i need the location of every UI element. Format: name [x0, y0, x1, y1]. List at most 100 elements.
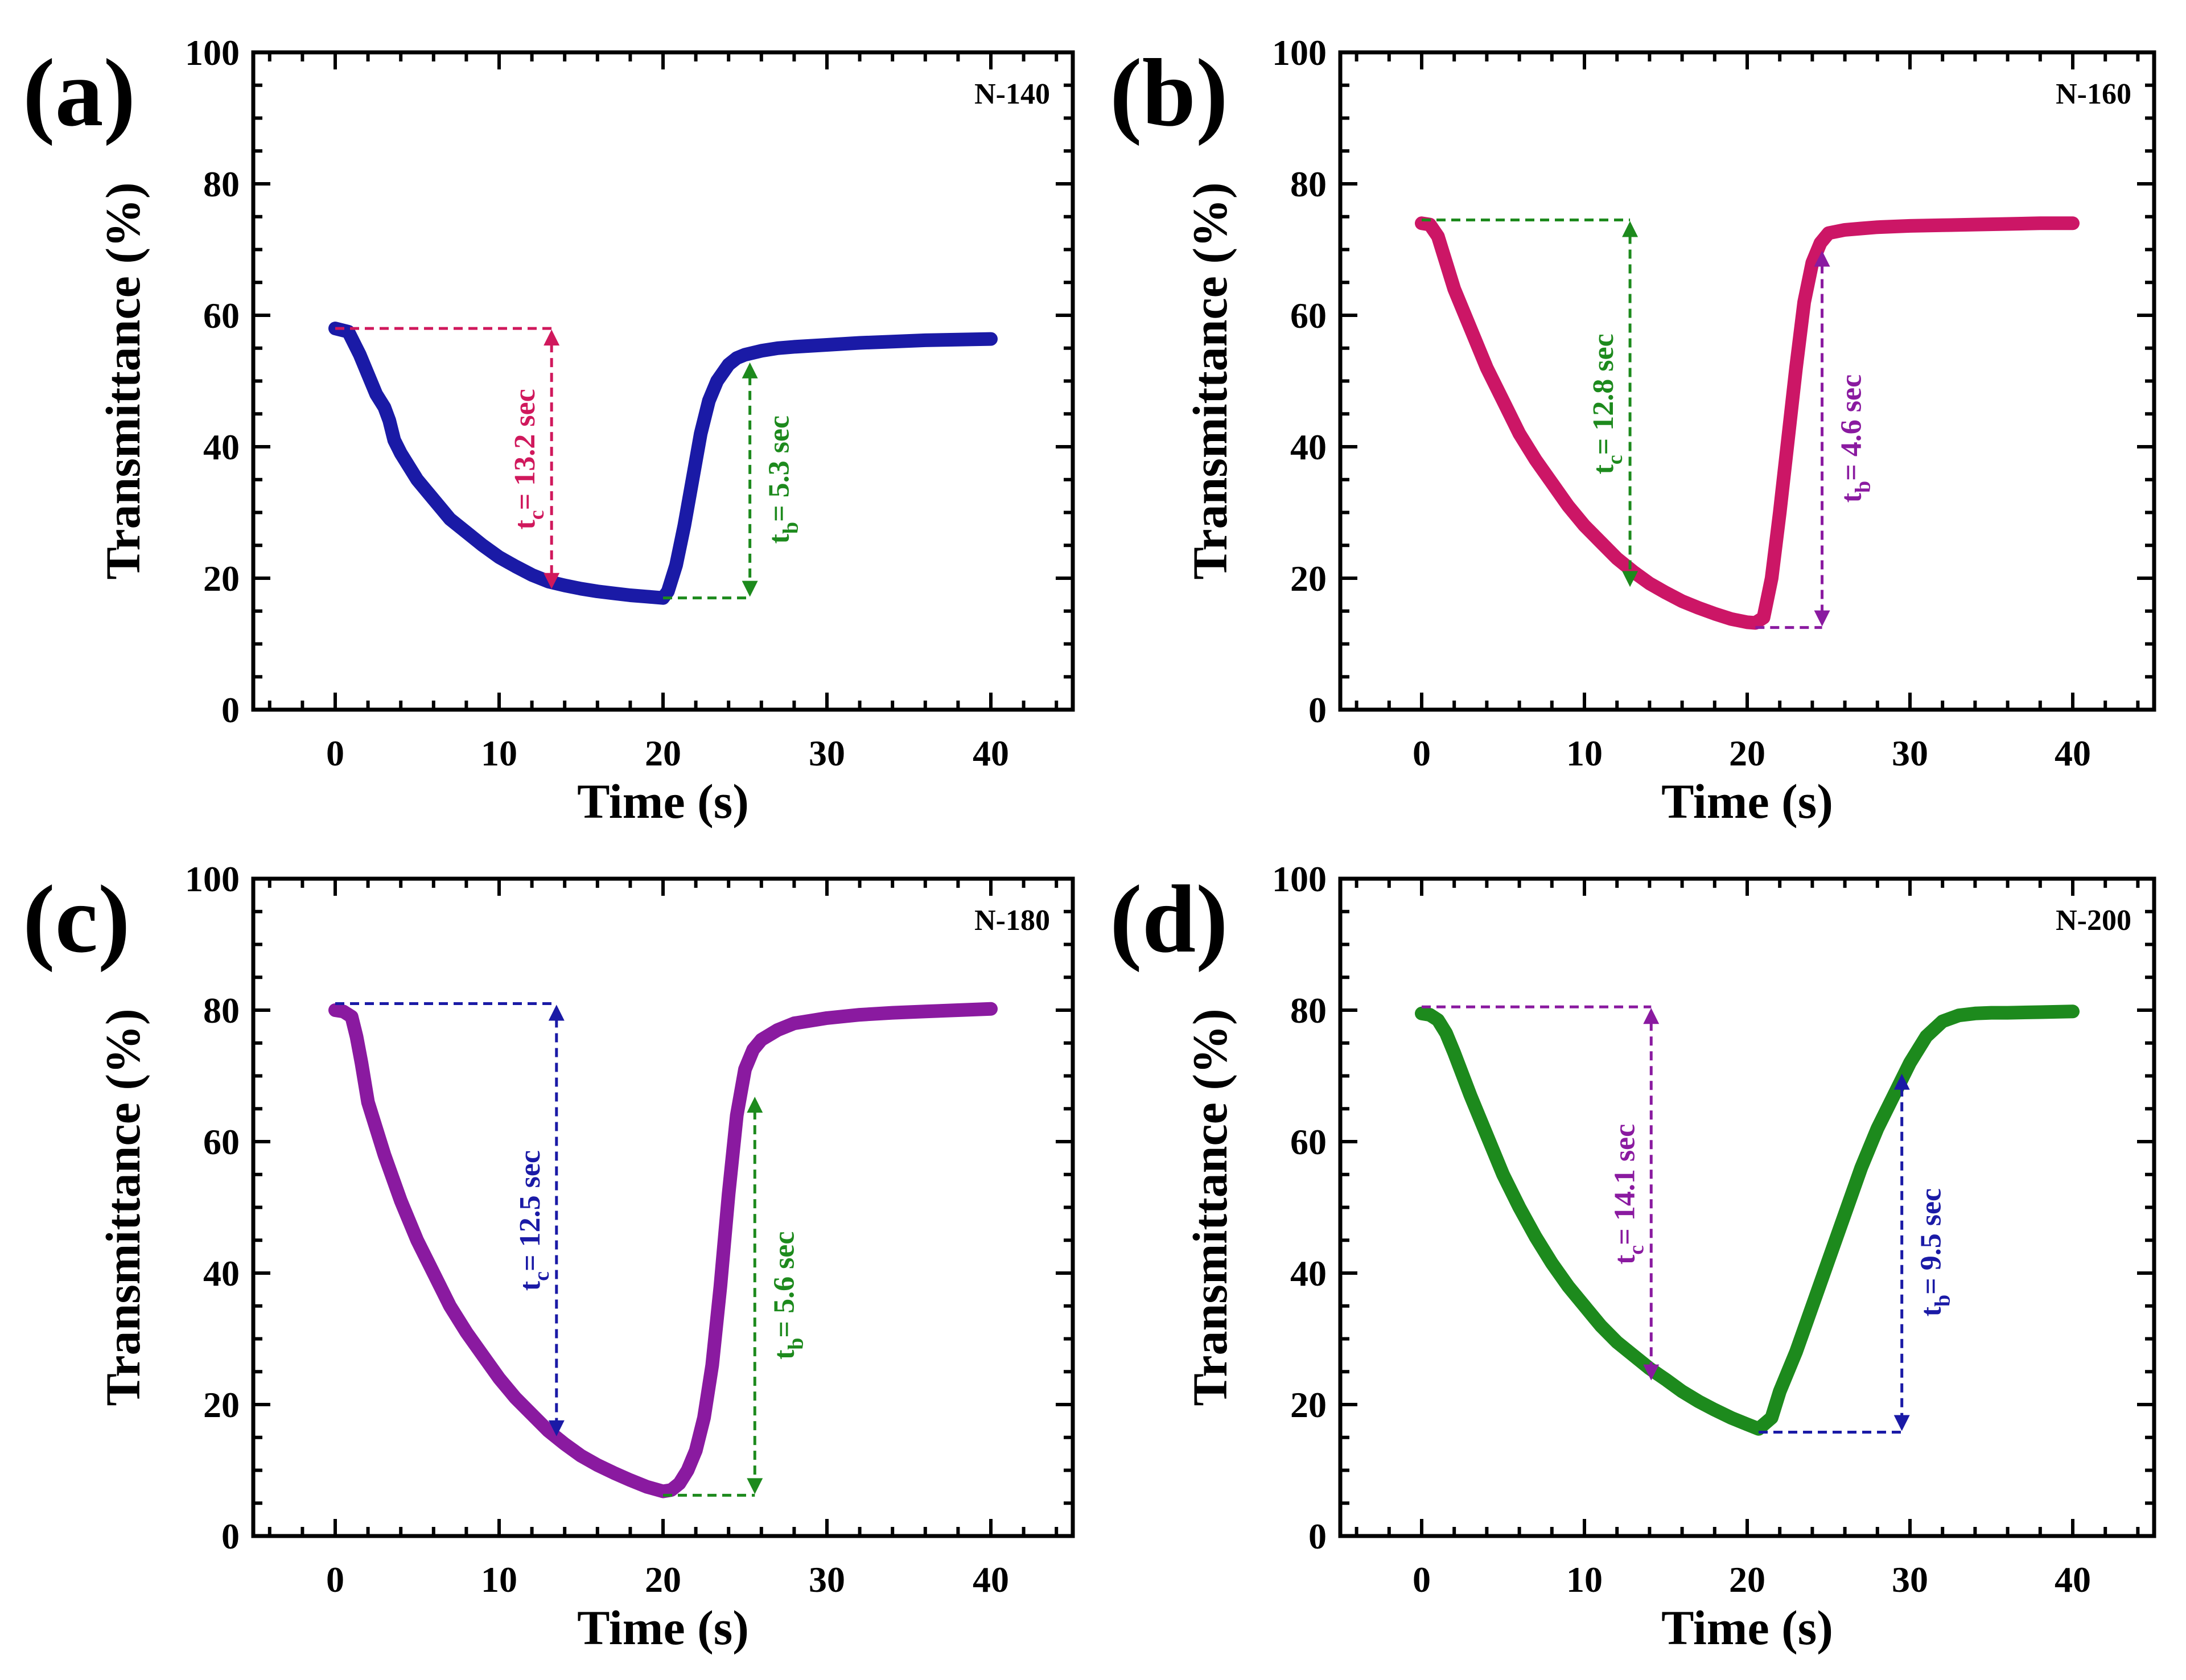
y-tick-label: 60	[203, 295, 240, 336]
time-annotation-tb: tb= 4.6 sec	[1755, 250, 1875, 629]
annotation-label: tc= 13.2 sec	[509, 389, 549, 529]
annotation-label: tc= 12.8 sec	[1587, 333, 1627, 474]
arrow-down-icon	[747, 1478, 763, 1494]
y-tick-label: 40	[1290, 1253, 1327, 1294]
series-line-N-160	[1415, 216, 2080, 630]
annotation-label: tb= 4.6 sec	[1835, 374, 1875, 503]
plot-frame	[251, 876, 1075, 1538]
plot-frame	[1338, 50, 2156, 712]
time-annotation-tc: tc= 13.2 sec	[335, 327, 560, 589]
annotation-subscript: b	[1851, 481, 1875, 493]
y-tick-label: 0	[221, 1516, 240, 1557]
x-tick-label: 0	[326, 1559, 344, 1600]
y-tick-label: 80	[1290, 990, 1327, 1031]
annotation-subscript: c	[1624, 1245, 1648, 1255]
annotation-t: t	[1608, 1254, 1641, 1265]
annotation-value: = 5.3 sec	[763, 415, 796, 522]
x-axis-label: Time (s)	[577, 1600, 749, 1655]
chart-panel-3: 0 10 20 30 40 0 20 40 60 80 100 Time (s) Transmittan…	[23, 859, 1075, 1655]
sample-label: N-140	[974, 78, 1050, 110]
x-tick-label: 20	[645, 1559, 681, 1600]
annotation-subscript: b	[784, 1338, 808, 1350]
plot-frame	[1338, 876, 2156, 1538]
arrow-up-icon	[1814, 250, 1830, 267]
y-axis-label: Transmittance (%)	[96, 1008, 150, 1406]
annotation-t: t	[763, 534, 796, 544]
y-axis-label: Transmittance (%)	[96, 182, 150, 579]
annotation-t: t	[1915, 1306, 1948, 1316]
x-tick-label: 40	[973, 733, 1009, 773]
time-annotation-tc: tc= 12.5 sec	[335, 1002, 565, 1436]
y-tick-label: 80	[1290, 164, 1327, 204]
x-tick-label: 0	[326, 733, 344, 773]
arrow-up-icon	[1893, 1073, 1910, 1090]
x-tick-label: 30	[809, 1559, 845, 1600]
x-tick-label: 0	[1413, 1559, 1431, 1600]
chart-panel-4: 0 10 20 30 40 0 20 40 60 80 100 Time (s) Transmittan…	[1110, 859, 2156, 1655]
series-line-N-140	[328, 322, 998, 605]
y-tick-label: 40	[203, 427, 240, 467]
x-tick-label: 10	[1566, 733, 1603, 773]
x-tick-label: 20	[645, 733, 681, 773]
arrow-up-icon	[747, 1097, 763, 1113]
x-tick-label: 20	[1729, 1559, 1765, 1600]
x-tick-label: 40	[2055, 733, 2091, 773]
panel-label: (c)	[23, 866, 130, 973]
x-tick-label: 30	[1892, 1559, 1928, 1600]
annotation-value: = 13.2 sec	[509, 389, 541, 510]
x-tick-label: 0	[1413, 733, 1431, 773]
annotation-subscript: c	[525, 510, 549, 520]
y-tick-label: 60	[1290, 1122, 1327, 1162]
arrow-down-icon	[742, 580, 758, 597]
annotation-t: t	[1835, 492, 1868, 503]
y-axis-label: Transmittance (%)	[1183, 182, 1237, 579]
series-line-N-200	[1415, 1004, 2080, 1436]
sample-label: N-160	[2056, 78, 2131, 110]
time-annotation-tc: tc= 14.1 sec	[1422, 1005, 1660, 1381]
x-tick-label: 20	[1729, 733, 1765, 773]
annotation-subscript: c	[530, 1271, 554, 1281]
y-tick-label: 40	[203, 1253, 240, 1294]
x-tick-label: 30	[1892, 733, 1928, 773]
chart-panel-1: 0 10 20 30 40 0 20 40 60 80 100 Time (s) Transmittan…	[23, 32, 1075, 829]
annotation-value: = 5.6 sec	[768, 1232, 800, 1338]
panel-label: (b)	[1110, 39, 1228, 146]
annotation-value: = 4.6 sec	[1835, 374, 1868, 481]
time-annotation-tb: tb= 5.3 sec	[663, 362, 803, 600]
sample-label: N-180	[974, 904, 1050, 937]
y-tick-label: 20	[1290, 558, 1327, 599]
y-tick-label: 40	[1290, 427, 1327, 467]
y-axis-label: Transmittance (%)	[1183, 1008, 1237, 1406]
x-tick-label: 10	[1566, 1559, 1603, 1600]
time-annotation-tb: tb= 9.5 sec	[1759, 1073, 1955, 1434]
annotation-subscript: b	[779, 522, 803, 534]
sample-label: N-200	[2056, 904, 2131, 937]
y-tick-label: 0	[1308, 690, 1327, 730]
y-tick-label: 100	[1272, 32, 1327, 73]
arrow-down-icon	[544, 573, 560, 589]
x-tick-label: 40	[973, 1559, 1009, 1600]
arrow-down-icon	[548, 1420, 565, 1436]
annotation-value: = 14.1 sec	[1608, 1124, 1641, 1245]
annotation-label: tb= 9.5 sec	[1915, 1188, 1955, 1317]
annotation-label: tc= 14.1 sec	[1608, 1124, 1648, 1265]
x-tick-label: 30	[809, 733, 845, 773]
annotation-label: tb= 5.3 sec	[763, 415, 803, 544]
y-tick-label: 80	[203, 164, 240, 204]
y-tick-label: 0	[1308, 1516, 1327, 1557]
x-axis-label: Time (s)	[1661, 774, 1833, 829]
annotation-label: tb= 5.6 sec	[768, 1232, 808, 1360]
panel-label: (d)	[1110, 866, 1228, 973]
arrow-up-icon	[548, 1004, 565, 1021]
x-tick-label: 10	[481, 733, 517, 773]
annotation-value: = 9.5 sec	[1915, 1188, 1948, 1295]
y-tick-label: 20	[1290, 1385, 1327, 1425]
arrow-up-icon	[544, 330, 560, 346]
y-tick-label: 80	[203, 990, 240, 1031]
annotation-t: t	[514, 1280, 546, 1291]
x-tick-label: 10	[481, 1559, 517, 1600]
y-tick-label: 60	[1290, 295, 1327, 336]
annotation-label: tc= 12.5 sec	[514, 1150, 554, 1291]
time-annotation-tb: tb= 5.6 sec	[663, 1097, 808, 1497]
